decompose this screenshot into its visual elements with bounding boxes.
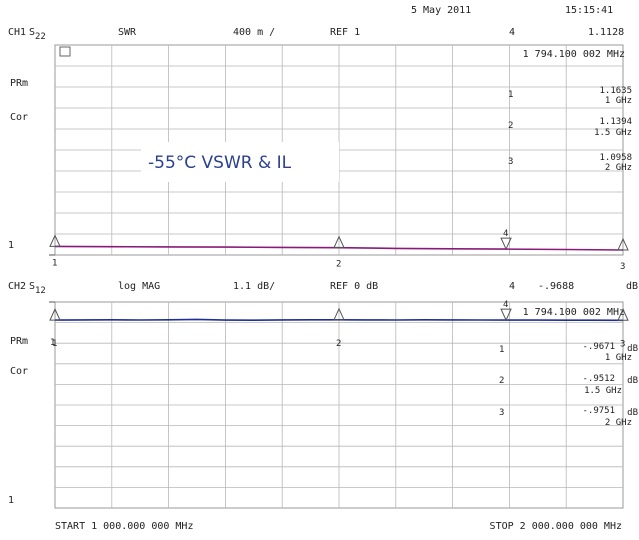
ch1-marker-3-label: 3	[620, 262, 625, 272]
ch2-marker-4-symbol	[500, 308, 512, 322]
ch2-marker-2-value: -.9512	[582, 374, 615, 384]
ch1-ref-position-label: 1	[8, 240, 14, 251]
ch1-marker-3-symbol	[617, 237, 629, 251]
ch1-format: SWR	[118, 27, 137, 38]
ch1-marker-frequency: 1 794.100 002 MHz	[523, 49, 625, 60]
ch2-marker-2-unit: dB	[627, 376, 638, 386]
ch2-side-label-cor: Cor	[10, 366, 28, 377]
ch1-marker-2-symbol	[333, 235, 345, 249]
ch2-marker-3-label: 3	[620, 339, 625, 349]
ch2-ref-position-label: 1	[50, 338, 55, 348]
ch2-marker-frequency: 1 794.100 002 MHz	[523, 307, 625, 318]
ch2-label: CH2	[8, 281, 26, 292]
ch1-marker-2-label: 2	[336, 260, 341, 270]
ch2-marker-2-index: 2	[499, 376, 504, 386]
ch1-side-label-cor: Cor	[10, 112, 28, 123]
ch2-active-marker-value: -.9688	[538, 281, 574, 292]
ch1-active-marker-index: 4	[509, 27, 515, 38]
ch2-active-marker-index: 4	[509, 281, 515, 292]
ch1-marker-1-freq: 1 GHz	[605, 96, 632, 106]
ch2-side-label-prm: PRm	[10, 336, 28, 347]
ch2-marker-3-freq: 2 GHz	[605, 418, 632, 428]
ch1-marker-4-symbol	[500, 237, 512, 251]
ch2-marker-3-value: -.9751	[582, 406, 615, 416]
ch2-ref-line-label: 1	[8, 495, 14, 506]
ch1-marker-3-index: 3	[508, 157, 513, 167]
ch2-marker-2-freq: 1.5 GHz	[584, 386, 622, 396]
ch1-marker-3-value: 1.0958	[599, 153, 632, 163]
ch1-active-marker-value: 1.1128	[588, 27, 624, 38]
ch1-side-label-prm: PRm	[10, 78, 28, 89]
ch1-marker-3-freq: 2 GHz	[605, 163, 632, 173]
ch1-marker-1-value: 1.1635	[599, 86, 632, 96]
ch1-marker-4-label: 4	[503, 229, 508, 239]
ch1-marker-1-symbol	[49, 234, 61, 247]
ch2-param-sub: 12	[35, 286, 46, 296]
annotation-box	[141, 142, 339, 182]
ch1-scale: 400 m /	[233, 27, 275, 38]
ch2-active-marker-unit: dB	[626, 281, 638, 292]
annotation-text: -55°C VSWR & IL	[148, 153, 292, 173]
ch1-marker-2-value: 1.1394	[599, 117, 632, 127]
ch2-marker-4-label: 4	[503, 300, 508, 310]
time-readout: 15:15:41	[565, 5, 613, 16]
ch2-markers-group: 1 2 3 4	[49, 300, 629, 349]
ch2-marker-1-freq: 1 GHz	[605, 353, 632, 363]
date-readout: 5 May 2011	[411, 5, 471, 16]
marker-mode-icon	[59, 46, 71, 57]
ch1-marker-2-index: 2	[508, 121, 513, 131]
ch1-marker-1-label: 1	[52, 258, 57, 268]
ch2-marker-1-symbol	[49, 307, 61, 321]
ch2-marker-2-label: 2	[336, 339, 341, 349]
ch2-marker-3-unit: dB	[627, 408, 638, 418]
ch2-marker-2-symbol	[333, 307, 345, 321]
ch1-markers-group: 1 2 3 4	[49, 229, 629, 272]
ch2-marker-3-index: 3	[499, 408, 504, 418]
ch1-label: CH1	[8, 27, 26, 38]
stop-frequency: STOP 2 000.000 000 MHz	[490, 521, 622, 532]
ch1-param: S	[29, 27, 35, 38]
ch2-marker-1-unit: dB	[627, 344, 638, 354]
ch1-ref: REF 1	[330, 27, 360, 38]
ch2-marker-1-label: 1	[52, 339, 57, 349]
ch2-scale: 1.1 dB/	[233, 281, 275, 292]
ch1-marker-1-index: 1	[508, 90, 513, 100]
ch2-marker-1-value: -.9671	[582, 342, 615, 352]
ch1-marker-2-freq: 1.5 GHz	[594, 128, 632, 138]
ch2-ref: REF 0 dB	[330, 281, 378, 292]
start-frequency: START 1 000.000 000 MHz	[55, 521, 193, 532]
ch2-marker-1-index: 1	[499, 345, 504, 355]
ch1-param-sub: 22	[35, 32, 46, 42]
ch2-param: S	[29, 281, 35, 292]
ch2-format: log MAG	[118, 281, 160, 292]
ch2-marker-3-symbol	[617, 308, 629, 321]
ch2-graticule	[54, 301, 624, 509]
